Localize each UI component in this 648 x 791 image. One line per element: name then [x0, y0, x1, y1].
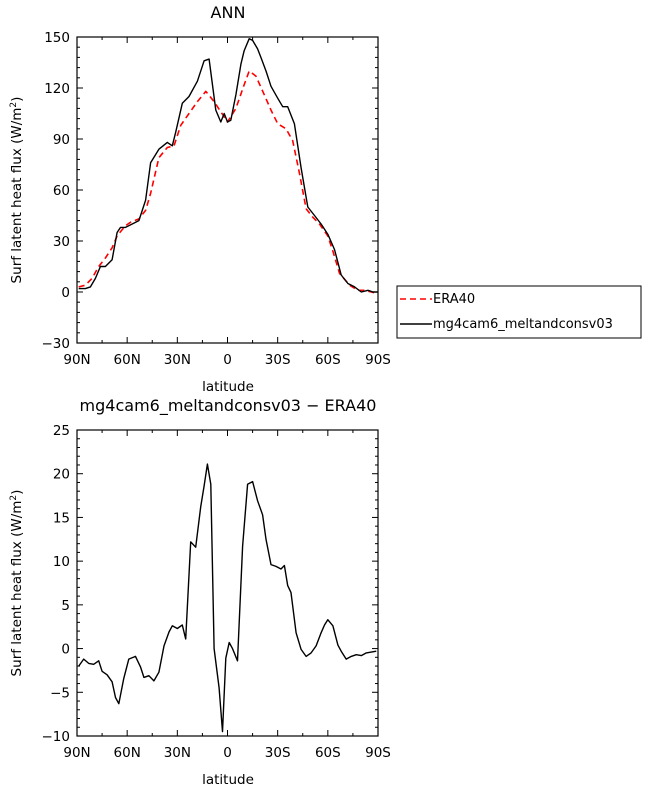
x-tick-label: 60N: [114, 745, 141, 761]
y-tick-label: 90: [53, 132, 70, 148]
title-annual: ANN: [211, 3, 246, 22]
x-tick-label: 30N: [164, 352, 191, 368]
y-tick-label: −30: [42, 336, 71, 352]
legend: ERA40 mg4cam6_meltandconsv03: [396, 285, 642, 339]
y-tick-label: 5: [61, 598, 70, 614]
x-axis-difference: 90N 60N 30N 0 30S 60S 90S: [63, 430, 391, 761]
x-tick-label: 90S: [365, 352, 391, 368]
x-axis-label-annual: latitude: [202, 379, 254, 395]
x-tick-label: 90N: [63, 745, 90, 761]
legend-label-era40: ERA40: [433, 292, 475, 307]
x-tick-label: 30N: [164, 745, 191, 761]
series-line-difference: [78, 463, 377, 733]
plot-area-annual: [78, 38, 379, 295]
x-tick-label: 90S: [365, 745, 391, 761]
legend-label-model: mg4cam6_meltandconsv03: [433, 317, 613, 332]
x-tick-label: 0: [223, 352, 232, 368]
y-tick-label: 150: [44, 30, 70, 46]
x-tick-label: 30S: [265, 745, 291, 761]
y-tick-label: 120: [44, 81, 70, 97]
x-tick-label: 60S: [315, 745, 341, 761]
y-tick-label: 30: [53, 234, 70, 250]
y-tick-label: 20: [53, 467, 70, 483]
y-axis-annual: −30 0 30 60 90 120 150: [42, 30, 378, 352]
legend-box: [396, 285, 642, 339]
x-tick-label: 60N: [114, 352, 141, 368]
y-tick-label: 15: [53, 510, 70, 526]
y-axis-difference: −10 −5 0 5 10 15 20 25: [42, 423, 378, 745]
x-tick-label: 30S: [265, 352, 291, 368]
y-tick-label: −10: [42, 729, 71, 745]
y-tick-label: 60: [53, 183, 70, 199]
y-tick-label: −5: [50, 685, 70, 701]
y-tick-label: 25: [53, 423, 70, 439]
y-tick-label: 0: [61, 285, 70, 301]
x-axis-annual: 90N 60N 30N 0 30S 60S 90S: [63, 37, 391, 368]
x-tick-label: 60S: [315, 352, 341, 368]
series-line-mg4cam6-meltandconsv03: [78, 38, 378, 293]
y-axis-label-difference: Surf latent heat flux (W/m2): [9, 490, 25, 677]
panel-difference: mg4cam6_meltandconsv03 − ERA40 90N 60N 30N…: [9, 396, 391, 788]
y-tick-label: 10: [53, 554, 70, 570]
plot-frame-annual: [76, 36, 379, 344]
x-tick-label: 90N: [63, 352, 90, 368]
title-difference: mg4cam6_meltandconsv03 − ERA40: [80, 396, 377, 416]
x-axis-label-difference: latitude: [202, 772, 254, 788]
y-tick-label: 0: [61, 642, 70, 658]
x-tick-label: 0: [223, 745, 232, 761]
y-axis-label-annual: Surf latent heat flux (W/m2): [9, 97, 25, 284]
panel-annual-mean: ANN 90N 60N 30N 0 30S 60S 90S −30 0 30 60 90 120 150…: [9, 3, 642, 395]
plot-area-difference: [78, 463, 377, 733]
series-line-era40: [78, 70, 379, 295]
